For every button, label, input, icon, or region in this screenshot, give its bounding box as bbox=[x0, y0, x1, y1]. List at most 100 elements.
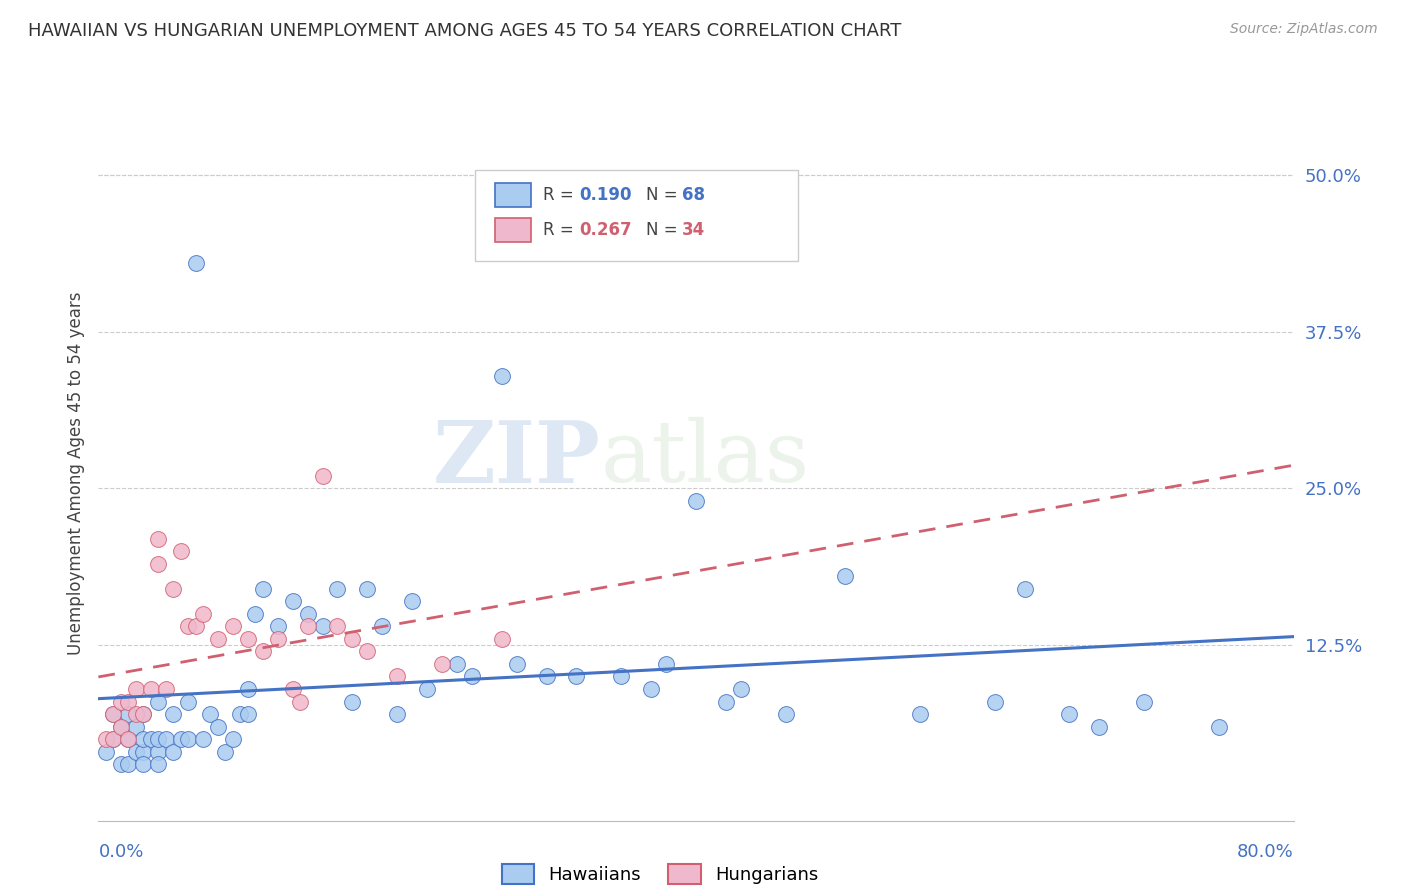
Point bbox=[155, 732, 177, 747]
Point bbox=[117, 694, 139, 708]
FancyBboxPatch shape bbox=[475, 170, 797, 260]
Point bbox=[834, 569, 856, 583]
Point bbox=[491, 368, 513, 383]
Point bbox=[184, 619, 207, 633]
Point bbox=[94, 732, 117, 747]
Point bbox=[252, 644, 274, 658]
Point bbox=[177, 694, 200, 708]
Text: atlas: atlas bbox=[600, 417, 810, 500]
Point bbox=[103, 707, 125, 722]
Point bbox=[610, 669, 633, 683]
Point bbox=[191, 732, 214, 747]
Point bbox=[356, 644, 378, 658]
Point bbox=[326, 619, 349, 633]
Point bbox=[184, 256, 207, 270]
Point bbox=[311, 619, 333, 633]
Point bbox=[236, 707, 259, 722]
Text: 80.0%: 80.0% bbox=[1237, 843, 1294, 861]
Point bbox=[385, 707, 409, 722]
Point bbox=[297, 619, 319, 633]
Point bbox=[207, 720, 229, 734]
Point bbox=[775, 707, 797, 722]
Point bbox=[908, 707, 931, 722]
Point bbox=[162, 582, 184, 596]
Text: N =: N = bbox=[645, 221, 683, 239]
Point bbox=[207, 632, 229, 646]
Point bbox=[125, 681, 148, 696]
Point bbox=[1208, 720, 1230, 734]
Point bbox=[416, 681, 439, 696]
Point bbox=[214, 745, 236, 759]
Point bbox=[162, 745, 184, 759]
Point bbox=[117, 732, 139, 747]
Point bbox=[288, 694, 311, 708]
Point bbox=[103, 732, 125, 747]
Text: 34: 34 bbox=[682, 221, 704, 239]
Point bbox=[132, 707, 155, 722]
Point bbox=[236, 681, 259, 696]
Point bbox=[132, 757, 155, 772]
FancyBboxPatch shape bbox=[495, 219, 531, 242]
Text: ZIP: ZIP bbox=[433, 417, 600, 500]
Point bbox=[1088, 720, 1111, 734]
Point bbox=[983, 694, 1005, 708]
Point bbox=[245, 607, 267, 621]
Point bbox=[1133, 694, 1156, 708]
Point bbox=[281, 594, 304, 608]
Point bbox=[685, 494, 707, 508]
Point bbox=[139, 732, 162, 747]
Point bbox=[148, 557, 170, 571]
Point bbox=[311, 469, 333, 483]
Point bbox=[125, 707, 148, 722]
Point bbox=[267, 619, 290, 633]
Point bbox=[297, 607, 319, 621]
Point bbox=[103, 707, 125, 722]
Point bbox=[177, 732, 200, 747]
Point bbox=[148, 732, 170, 747]
Text: 68: 68 bbox=[682, 186, 704, 204]
Point bbox=[117, 732, 139, 747]
Point bbox=[236, 632, 259, 646]
Point bbox=[148, 745, 170, 759]
Point bbox=[229, 707, 252, 722]
Point bbox=[169, 732, 191, 747]
Point bbox=[655, 657, 678, 671]
Point bbox=[132, 707, 155, 722]
Point bbox=[430, 657, 453, 671]
Text: R =: R = bbox=[543, 186, 579, 204]
Point bbox=[326, 582, 349, 596]
Point bbox=[565, 669, 588, 683]
Point bbox=[446, 657, 468, 671]
Point bbox=[342, 632, 364, 646]
Point bbox=[252, 582, 274, 596]
Point bbox=[132, 732, 155, 747]
Point bbox=[1059, 707, 1081, 722]
Point bbox=[148, 757, 170, 772]
Point bbox=[148, 532, 170, 546]
Point bbox=[536, 669, 558, 683]
Point bbox=[191, 607, 214, 621]
Text: HAWAIIAN VS HUNGARIAN UNEMPLOYMENT AMONG AGES 45 TO 54 YEARS CORRELATION CHART: HAWAIIAN VS HUNGARIAN UNEMPLOYMENT AMONG… bbox=[28, 22, 901, 40]
Point bbox=[356, 582, 378, 596]
Point bbox=[110, 757, 132, 772]
Point bbox=[148, 694, 170, 708]
Point bbox=[506, 657, 529, 671]
Point bbox=[267, 632, 290, 646]
Point bbox=[110, 720, 132, 734]
Point bbox=[714, 694, 737, 708]
Text: R =: R = bbox=[543, 221, 579, 239]
Point bbox=[177, 619, 200, 633]
Y-axis label: Unemployment Among Ages 45 to 54 years: Unemployment Among Ages 45 to 54 years bbox=[66, 291, 84, 655]
Text: 0.267: 0.267 bbox=[579, 221, 631, 239]
Point bbox=[640, 681, 662, 696]
Point bbox=[139, 681, 162, 696]
Point bbox=[169, 544, 191, 558]
Legend: Hawaiians, Hungarians: Hawaiians, Hungarians bbox=[495, 856, 825, 892]
Text: N =: N = bbox=[645, 186, 683, 204]
Point bbox=[103, 732, 125, 747]
Point bbox=[281, 681, 304, 696]
Point bbox=[94, 745, 117, 759]
Point bbox=[491, 632, 513, 646]
Point bbox=[117, 707, 139, 722]
Text: 0.190: 0.190 bbox=[579, 186, 631, 204]
